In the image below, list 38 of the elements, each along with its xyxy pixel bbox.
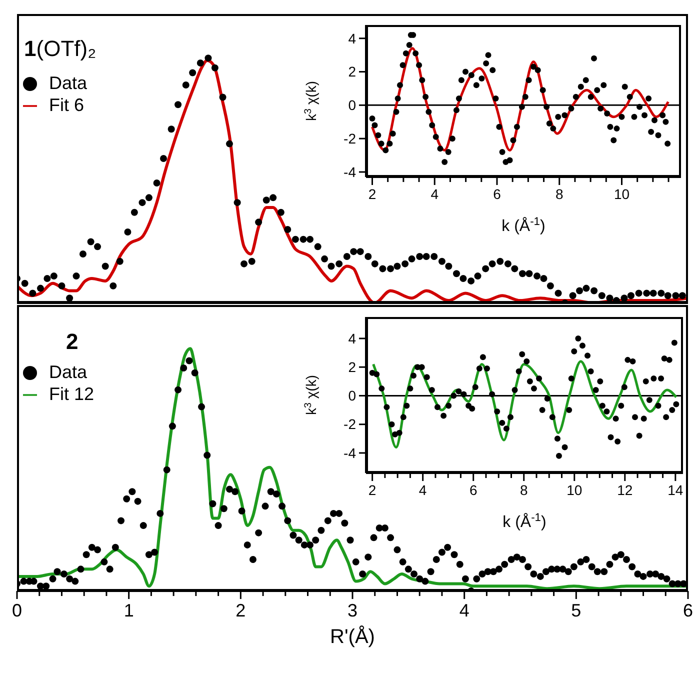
- chart-title: 1(OTf)₂: [24, 36, 96, 62]
- x-tick-label: 2: [236, 600, 246, 620]
- x-tick-label: 1: [124, 600, 134, 620]
- legend-label: Fit 12: [49, 384, 94, 404]
- x-tick-label: 4: [459, 600, 470, 620]
- y-tick-label: 2: [348, 358, 356, 375]
- x-tick-label: 3: [347, 600, 358, 620]
- x-tick-label: 4: [418, 482, 427, 498]
- x-tick-label: 4: [430, 186, 439, 202]
- x-tick-label: 6: [493, 186, 502, 202]
- x-tick-label: 8: [555, 186, 564, 202]
- x-tick-label: 14: [668, 482, 684, 498]
- y-tick-label: 2: [348, 64, 356, 80]
- x-axis-title: R'(Å): [330, 625, 375, 648]
- x-tick-label: 10: [566, 482, 582, 498]
- y-tick-label: 0: [348, 97, 356, 114]
- x-tick-label: 2: [368, 186, 376, 202]
- x-tick-label: 6: [682, 600, 694, 620]
- y-tick-label: 4: [348, 30, 356, 46]
- x-axis-title: k (Å$^{-1}$): [502, 512, 546, 531]
- legend-label: Fit 6: [49, 95, 84, 115]
- x-tick-label: 10: [614, 186, 630, 202]
- x-tick-label: 0: [12, 600, 22, 620]
- y-tick-label: -2: [344, 416, 356, 432]
- x-axis-title: k (Å$^{-1}$): [502, 216, 546, 235]
- y-tick-label: -2: [344, 130, 356, 146]
- x-tick-label: 12: [617, 482, 633, 498]
- x-tick-label: 2: [368, 482, 376, 498]
- legend-label: Data: [49, 362, 88, 382]
- y-tick-label: 4: [348, 330, 356, 346]
- legend-label: Data: [49, 73, 88, 93]
- y-tick-label: 0: [348, 388, 356, 404]
- y-tick-label: -4: [344, 444, 356, 461]
- y-tick-label: -4: [344, 164, 356, 180]
- x-tick-label: 5: [571, 600, 582, 620]
- chart-title: 2: [66, 329, 78, 354]
- x-tick-label: 6: [469, 482, 478, 498]
- x-tick-label: 8: [520, 482, 528, 498]
